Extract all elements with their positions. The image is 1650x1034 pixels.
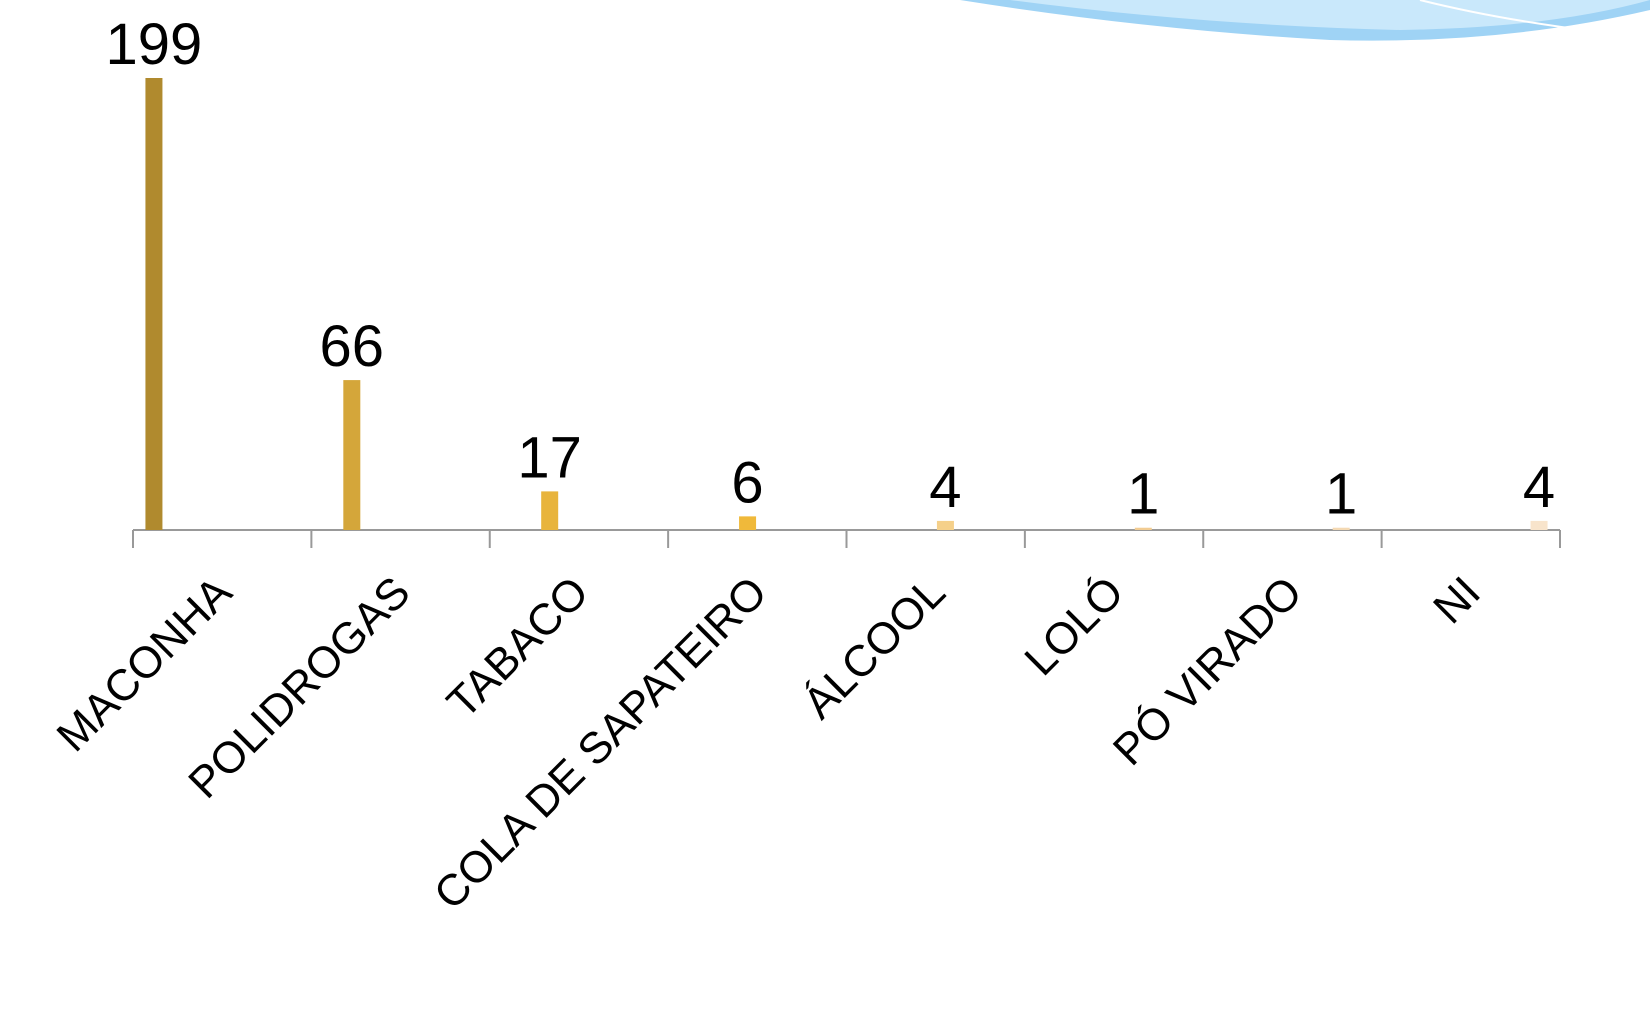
bar (145, 78, 163, 530)
value-label: 6 (731, 450, 763, 515)
value-label: 1 (1325, 462, 1357, 527)
bar (343, 380, 361, 530)
bar (739, 516, 757, 530)
decoration (960, 0, 1650, 41)
x-tick-label: PÓ VIRADO (1104, 567, 1312, 775)
value-label: 17 (517, 425, 582, 490)
bar (1332, 527, 1350, 530)
x-tick-label: NI (1424, 567, 1490, 633)
value-label: 66 (320, 314, 385, 379)
bar (541, 491, 559, 530)
x-tick-label: TABACO (438, 567, 598, 727)
x-tick-label: ÁLCOOL (794, 567, 955, 728)
x-tick-label: MACONHA (48, 567, 242, 761)
x-tick-label: LOLÓ (1015, 567, 1133, 685)
bar (1134, 527, 1152, 530)
bar (936, 520, 954, 530)
value-label: 199 (106, 12, 203, 77)
value-label: 4 (1523, 455, 1555, 520)
x-tick-label: COLA DE SAPATEIRO (425, 567, 777, 919)
value-label: 1 (1127, 462, 1159, 527)
bar (1530, 520, 1548, 530)
value-label: 4 (929, 455, 961, 520)
